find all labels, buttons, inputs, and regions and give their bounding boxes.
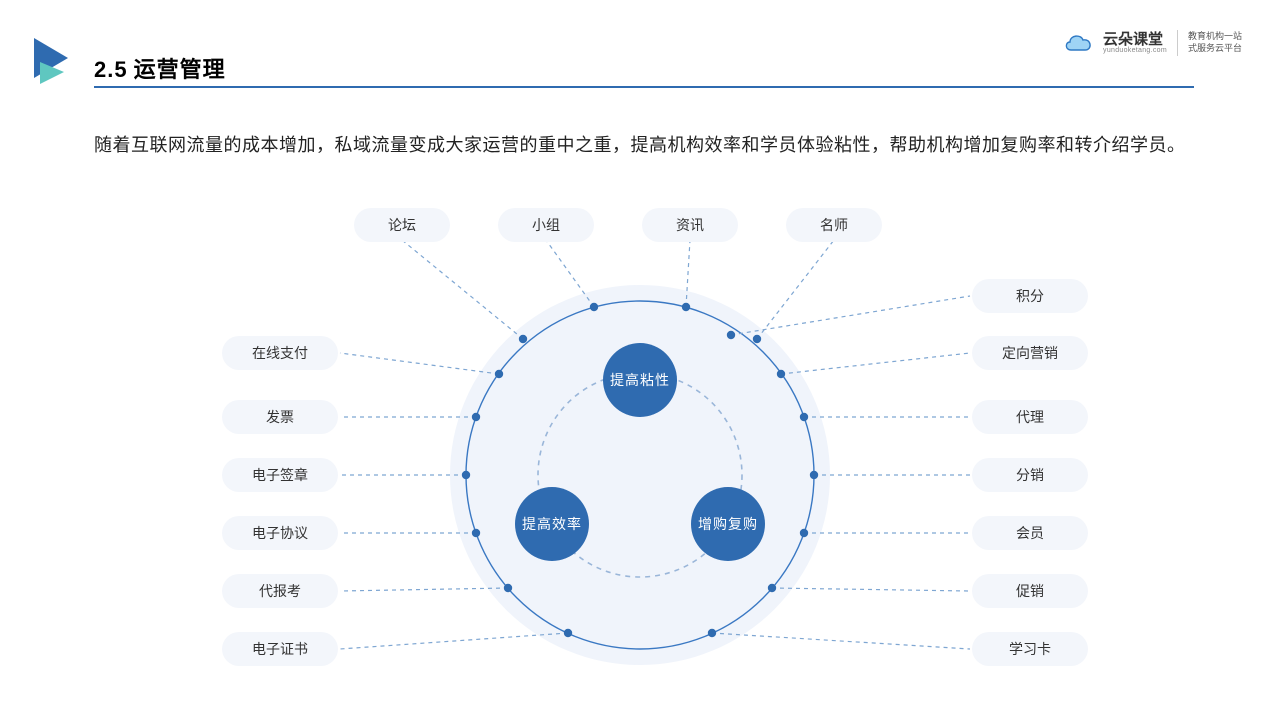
brand-logo: 云朵课堂 yunduoketang.com 教育机构一站 式服务云平台	[1063, 30, 1244, 56]
pill-代报考: 代报考	[222, 574, 338, 608]
pill-代理: 代理	[972, 400, 1088, 434]
hub-增购复购: 增购复购	[691, 487, 765, 561]
header-triangle-icon	[34, 38, 76, 86]
pill-会员: 会员	[972, 516, 1088, 550]
pill-定向营销: 定向营销	[972, 336, 1088, 370]
cloud-icon	[1063, 32, 1093, 54]
pill-发票: 发票	[222, 400, 338, 434]
hub-提高效率: 提高效率	[515, 487, 589, 561]
pill-电子签章: 电子签章	[222, 458, 338, 492]
pill-促销: 促销	[972, 574, 1088, 608]
pill-积分: 积分	[972, 279, 1088, 313]
section-number: 2.5	[94, 57, 128, 82]
pill-电子证书: 电子证书	[222, 632, 338, 666]
title-underline	[94, 86, 1194, 88]
hub-提高粘性: 提高粘性	[603, 343, 677, 417]
pill-名师: 名师	[786, 208, 882, 242]
brand-tagline: 教育机构一站 式服务云平台	[1188, 31, 1244, 54]
pill-电子协议: 电子协议	[222, 516, 338, 550]
pill-分销: 分销	[972, 458, 1088, 492]
pill-论坛: 论坛	[354, 208, 450, 242]
pill-学习卡: 学习卡	[972, 632, 1088, 666]
page-title: 2.5运营管理	[94, 52, 226, 84]
pill-小组: 小组	[498, 208, 594, 242]
pill-资讯: 资讯	[642, 208, 738, 242]
brand-name: 云朵课堂	[1103, 32, 1167, 47]
brand-domain: yunduoketang.com	[1103, 47, 1167, 54]
section-title-text: 运营管理	[134, 57, 226, 82]
logo-divider	[1177, 30, 1178, 56]
description-text: 随着互联网流量的成本增加，私域流量变成大家运营的重中之重，提高机构效率和学员体验…	[94, 128, 1216, 162]
pill-在线支付: 在线支付	[222, 336, 338, 370]
